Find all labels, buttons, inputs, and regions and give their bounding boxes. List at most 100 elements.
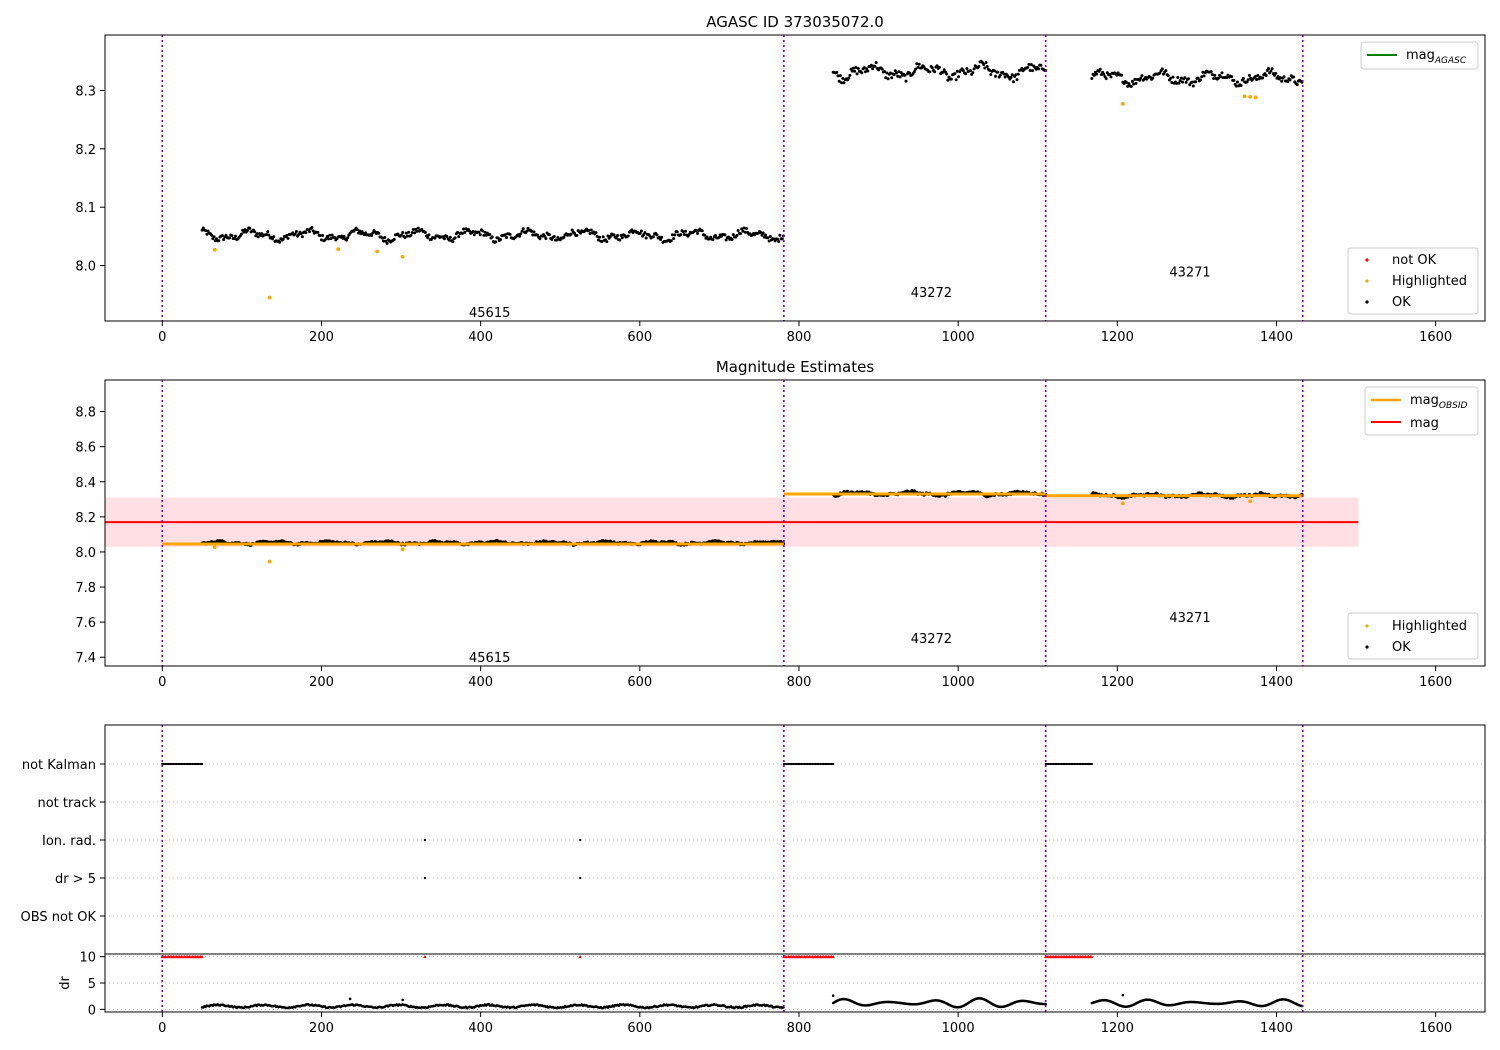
flag-point bbox=[175, 762, 178, 766]
x-tick-label: 1200 bbox=[1101, 1021, 1134, 1036]
flag-point bbox=[170, 762, 173, 766]
ok-point bbox=[1126, 84, 1130, 88]
y-tick-label: 8.0 bbox=[75, 260, 96, 275]
ok-point bbox=[1016, 72, 1020, 76]
ok-point bbox=[630, 228, 634, 232]
flag-point bbox=[1060, 762, 1063, 766]
ok-point bbox=[937, 65, 941, 69]
ok-point bbox=[254, 234, 258, 238]
flag-point bbox=[1058, 762, 1062, 766]
ok-point bbox=[884, 76, 888, 80]
highlighted-point bbox=[336, 247, 341, 252]
flag-point bbox=[1057, 762, 1060, 766]
ok-point bbox=[1278, 76, 1282, 80]
ok-point bbox=[942, 68, 946, 72]
ok-point bbox=[912, 70, 916, 74]
ok-point bbox=[711, 238, 715, 242]
flag-point bbox=[423, 838, 427, 842]
ok-point bbox=[472, 233, 476, 237]
ok-point bbox=[330, 233, 334, 237]
ok-point bbox=[1140, 74, 1144, 78]
panel2-legend-bottom: Highlighted OK bbox=[1347, 612, 1479, 660]
ok-point bbox=[744, 227, 748, 231]
x-tick-label: 600 bbox=[627, 1021, 652, 1036]
ok-point bbox=[764, 233, 768, 237]
ok-point bbox=[297, 232, 301, 236]
ok-point bbox=[759, 230, 763, 234]
ok-point bbox=[740, 227, 744, 231]
flag-point bbox=[1078, 762, 1081, 766]
ok-point bbox=[311, 229, 315, 233]
panel1-legend-top: magAGASC bbox=[1360, 41, 1479, 70]
ok-point bbox=[442, 237, 446, 241]
ok-point bbox=[1216, 76, 1220, 80]
x-tick-label: 1600 bbox=[1419, 675, 1452, 690]
ok-point bbox=[1190, 80, 1194, 84]
ok-point bbox=[1102, 72, 1106, 76]
ok-point bbox=[328, 233, 332, 237]
ok-point bbox=[552, 234, 556, 238]
ok-point bbox=[1253, 74, 1257, 78]
dr-point bbox=[401, 998, 404, 1002]
ok-point bbox=[278, 240, 282, 244]
ok-point bbox=[416, 226, 420, 230]
legend-ok-label: OK bbox=[1392, 295, 1411, 310]
ok-point bbox=[456, 230, 460, 234]
obsid-label: 45615 bbox=[469, 651, 510, 666]
ok-point bbox=[245, 229, 249, 233]
ok-point bbox=[837, 79, 841, 83]
flag-point bbox=[193, 762, 196, 766]
ok-point bbox=[525, 229, 529, 233]
ok-point bbox=[892, 73, 896, 77]
ok-point bbox=[423, 230, 427, 234]
ok-point bbox=[871, 67, 875, 71]
ok-point bbox=[358, 229, 362, 233]
ok-point bbox=[1160, 67, 1164, 71]
ok-point bbox=[392, 237, 396, 241]
ok-point bbox=[675, 230, 679, 234]
x-tick-label: 600 bbox=[627, 330, 652, 345]
flag-row-label: dr > 5 bbox=[55, 872, 96, 887]
ok-point bbox=[930, 66, 934, 70]
ok-point bbox=[917, 62, 921, 66]
agasc-magnitude-panel: AGASC ID 373035072.0 0 200 400 600 800 1000 12… bbox=[75, 13, 1486, 345]
ok-point bbox=[538, 237, 542, 241]
ok-point bbox=[267, 233, 271, 237]
ok-point bbox=[532, 230, 536, 234]
flag-point bbox=[792, 762, 795, 766]
highlighted-point bbox=[267, 295, 272, 300]
ok-point bbox=[1169, 76, 1173, 80]
ok-point bbox=[643, 231, 647, 235]
dr-point bbox=[348, 997, 352, 1001]
ok-point bbox=[612, 233, 616, 237]
ok-point bbox=[1246, 78, 1250, 82]
ok-point bbox=[606, 234, 610, 238]
ok-point bbox=[1198, 78, 1202, 82]
ok-point bbox=[1245, 80, 1249, 84]
x-tick-label: 1000 bbox=[942, 330, 975, 345]
ok-point bbox=[1187, 77, 1191, 81]
ok-point bbox=[894, 71, 898, 75]
ok-point bbox=[928, 70, 932, 74]
ok-point bbox=[977, 64, 981, 68]
ok-point bbox=[1210, 73, 1214, 77]
ok-point bbox=[300, 235, 304, 239]
legend-mag-label: mag bbox=[1410, 416, 1439, 431]
dr-point bbox=[1121, 993, 1125, 997]
ok-point bbox=[411, 228, 415, 232]
ok-point bbox=[380, 236, 384, 240]
ok-point bbox=[1220, 71, 1224, 75]
flag-point bbox=[191, 762, 194, 766]
ok-point bbox=[1010, 73, 1014, 77]
flag-point bbox=[1044, 762, 1047, 766]
flag-point bbox=[817, 762, 820, 766]
ok-point bbox=[742, 226, 746, 230]
x-tick-label: 1400 bbox=[1260, 330, 1293, 345]
ok-point bbox=[410, 231, 414, 235]
ok-point bbox=[483, 230, 487, 234]
flag-point bbox=[199, 762, 202, 766]
flag-point bbox=[1055, 762, 1058, 766]
flag-point bbox=[1087, 762, 1090, 766]
ok-point bbox=[520, 229, 524, 233]
